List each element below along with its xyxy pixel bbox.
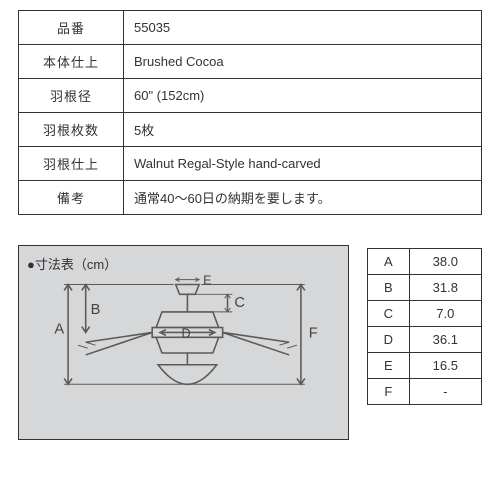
dim-val: 7.0	[409, 301, 481, 327]
diagram-box: ●寸法表（cm）	[18, 245, 349, 440]
table-row: D 36.1	[368, 327, 482, 353]
dim-label-d: D	[182, 325, 191, 340]
spec-label: 本体仕上	[19, 45, 124, 79]
dim-key: A	[368, 249, 410, 275]
diagram-title: ●寸法表（cm）	[27, 254, 340, 273]
table-row: 品番 55035	[19, 11, 482, 45]
spec-label: 品番	[19, 11, 124, 45]
spec-value: 5枚	[124, 113, 482, 147]
dim-key: E	[368, 353, 410, 379]
spec-label: 羽根径	[19, 79, 124, 113]
spec-value: 55035	[124, 11, 482, 45]
bottom-area: ●寸法表（cm）	[18, 245, 482, 440]
table-row: E 16.5	[368, 353, 482, 379]
spec-value: 60" (152cm)	[124, 79, 482, 113]
table-row: 羽根仕上 Walnut Regal-Style hand-carved	[19, 147, 482, 181]
dim-val: -	[409, 379, 481, 405]
spec-value: 通常40～60日の納期を要します。	[124, 181, 482, 215]
dim-key: C	[368, 301, 410, 327]
dim-label-f: F	[309, 325, 318, 341]
dim-val: 36.1	[409, 327, 481, 353]
dim-val: 16.5	[409, 353, 481, 379]
dim-key: D	[368, 327, 410, 353]
spec-label: 備考	[19, 181, 124, 215]
dim-val: 38.0	[409, 249, 481, 275]
dim-label-e: E	[203, 275, 211, 288]
dim-label-c: C	[234, 295, 245, 311]
table-row: 備考 通常40～60日の納期を要します。	[19, 181, 482, 215]
fan-diagram: A B C D E F	[27, 275, 340, 430]
table-row: B 31.8	[368, 275, 482, 301]
dim-key: F	[368, 379, 410, 405]
table-row: A 38.0	[368, 249, 482, 275]
dim-label-a: A	[54, 321, 64, 337]
table-row: 本体仕上 Brushed Cocoa	[19, 45, 482, 79]
table-row: 羽根径 60" (152cm)	[19, 79, 482, 113]
dimension-table: A 38.0 B 31.8 C 7.0 D 36.1 E 16.5 F -	[367, 248, 482, 405]
dim-key: B	[368, 275, 410, 301]
spec-table-body: 品番 55035 本体仕上 Brushed Cocoa 羽根径 60" (152…	[19, 11, 482, 215]
spec-value: Brushed Cocoa	[124, 45, 482, 79]
spec-label: 羽根枚数	[19, 113, 124, 147]
dim-label-b: B	[91, 302, 101, 318]
table-row: 羽根枚数 5枚	[19, 113, 482, 147]
spec-table: 品番 55035 本体仕上 Brushed Cocoa 羽根径 60" (152…	[18, 10, 482, 215]
spec-value: Walnut Regal-Style hand-carved	[124, 147, 482, 181]
table-row: F -	[368, 379, 482, 405]
dim-val: 31.8	[409, 275, 481, 301]
spec-label: 羽根仕上	[19, 147, 124, 181]
table-row: C 7.0	[368, 301, 482, 327]
dimension-table-body: A 38.0 B 31.8 C 7.0 D 36.1 E 16.5 F -	[368, 249, 482, 405]
